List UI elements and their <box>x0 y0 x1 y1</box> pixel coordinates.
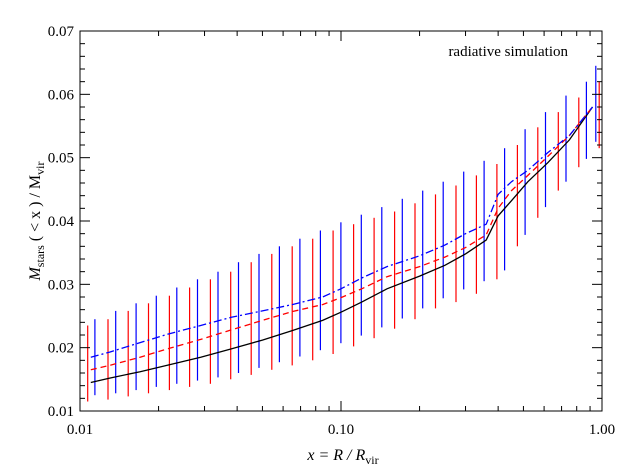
y-axis-title-sub1: stars <box>33 245 47 267</box>
x-axis-title-main: x = R / R <box>306 447 365 464</box>
x-axis-title: x = R / Rvir <box>306 447 378 467</box>
y-axis-title-m: M <box>27 266 44 282</box>
y-tick-label: 0.02 <box>48 341 74 357</box>
y-tick-label: 0.01 <box>48 404 74 420</box>
error-bars-layer <box>87 65 600 402</box>
y-tick-label: 0.04 <box>48 214 75 230</box>
plot-frame <box>79 30 603 412</box>
y-tick-label: 0.05 <box>48 151 74 167</box>
axis-ticks-layer: 0.01 0.10 1.00 0.01 0.02 0.03 0.04 0.05 0.06 0.07 <box>48 24 615 438</box>
x-axis-title-sub: vir <box>365 453 378 467</box>
y-axis-title-mid: ( < x ) / M <box>27 175 44 245</box>
y-tick-label: 0.06 <box>48 87 75 103</box>
y-tick-label: 0.07 <box>48 24 75 40</box>
series-line-dashed <box>90 106 594 371</box>
series-lines-layer <box>90 106 594 384</box>
series-line-solid <box>90 106 594 384</box>
x-tick-label: 0.01 <box>67 422 93 438</box>
annotation-label: radiative simulation <box>448 44 568 60</box>
y-axis-title: Mstars ( < x ) / Mvir <box>27 161 47 281</box>
y-axis-title-sub2: vir <box>33 161 47 174</box>
series-line-dashdot <box>90 106 594 358</box>
y-tick-label: 0.03 <box>48 277 74 293</box>
x-tick-label: 0.10 <box>328 422 354 438</box>
x-tick-label: 1.00 <box>589 422 615 438</box>
